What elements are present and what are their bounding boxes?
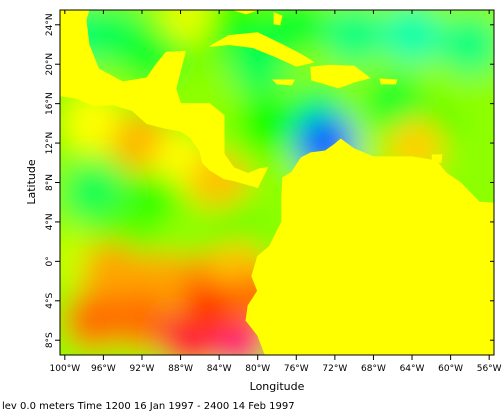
x-tick-label: 60°W [438,364,463,374]
x-tick-label: 68°W [361,364,386,374]
field-cell [324,10,385,65]
land-central-america-mexico [60,10,269,188]
y-tick-label: 0° [45,256,55,266]
field-cell [160,10,221,45]
field-cell [382,10,443,65]
y-axis: 8°S 4°S 0° 4°N 8°N 12°N 16°N 20°N 24°N [45,13,494,348]
x-tick-label: 72°W [322,364,347,374]
y-tick-label: 4°N [45,213,55,230]
x-axis-title: Longitude [250,380,305,393]
land-mask-layer [60,10,494,355]
land-florida [233,10,257,15]
y-tick-label: 8°N [45,174,55,191]
x-axis: 100°W 96°W 92°W 88°W 84°W 80°W 76°W 72°W 68°W 64°… [50,10,502,374]
time-range-caption: lev 0.0 meters Time 1200 16 Jan 1997 - 2… [2,401,295,412]
land-cuba [209,32,315,67]
x-tick-label: 88°W [168,364,193,374]
x-tick-label: 64°W [400,364,425,374]
field-cell [160,201,221,262]
y-tick-label: 12°N [45,132,55,155]
y-tick-label: 20°N [45,53,55,76]
land-trinidad [431,154,443,163]
land-south-america [245,138,494,355]
x-tick-label: 96°W [91,364,116,374]
y-tick-label: 16°N [45,92,55,115]
x-tick-label: 80°W [245,364,270,374]
land-hispaniola [310,64,371,89]
land-bahamas-andros [273,12,283,26]
y-axis-title: Latitude [25,159,38,205]
y-tick-label: 4°S [45,293,55,309]
field-cell [63,290,124,351]
field-cell [111,290,172,351]
field-cell [237,93,298,154]
field-cell [266,10,327,55]
field-cell [63,93,124,154]
field-cell [83,241,144,302]
x-tick-label: 100°W [50,364,81,374]
x-tick-label: 76°W [284,364,309,374]
x-tick-label: 56°W [477,364,502,374]
y-tick-label: 24°N [45,13,55,36]
x-tick-label: 92°W [130,364,155,374]
land-jamaica [271,79,296,86]
x-tick-label: 84°W [207,364,232,374]
field-cell [439,14,494,75]
y-tick-label: 8°S [45,332,55,348]
field-cell [179,280,240,341]
land-puerto-rico [379,78,398,85]
